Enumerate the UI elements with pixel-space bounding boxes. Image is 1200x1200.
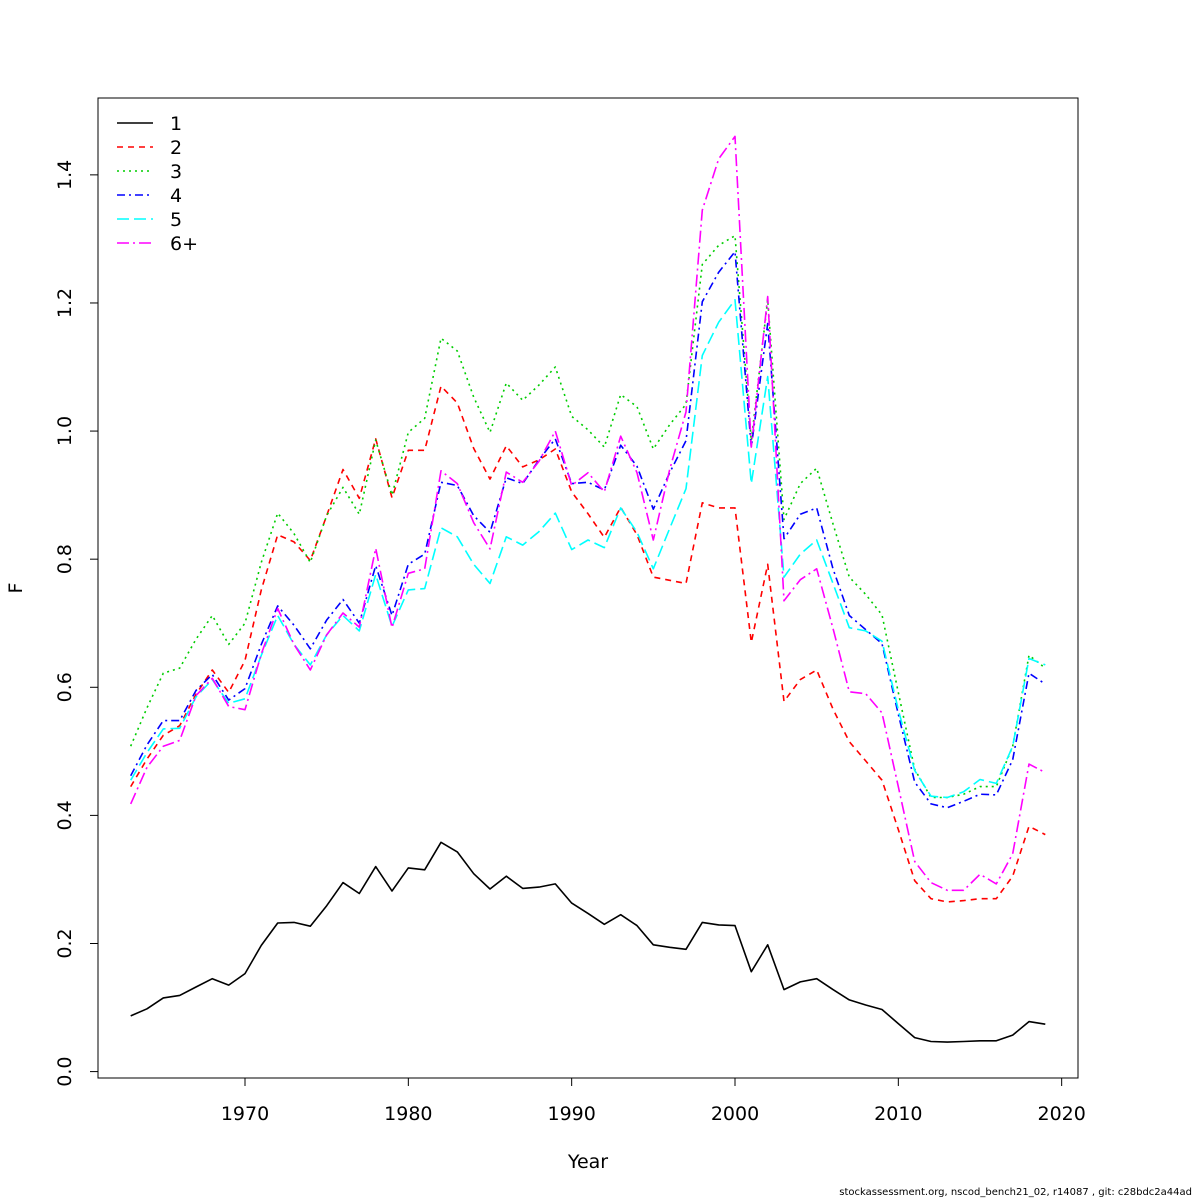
series-line-2 xyxy=(130,385,1046,903)
legend-label: 6+ xyxy=(170,233,198,255)
series-line-6plus xyxy=(129,135,1046,892)
x-tick-label: 1980 xyxy=(384,1103,432,1125)
y-tick-label: 1.0 xyxy=(54,416,76,446)
y-tick-label: 1.4 xyxy=(54,160,76,190)
y-tick-label: 0.0 xyxy=(54,1056,76,1086)
footer-credit: stockassessment.org, nscod_bench21_02, r… xyxy=(839,1187,1192,1198)
y-tick-label: 0.8 xyxy=(54,544,76,574)
legend-label: 1 xyxy=(170,113,182,135)
series-layer xyxy=(129,135,1046,1043)
series-line-1 xyxy=(130,841,1046,1043)
legend-label: 3 xyxy=(170,161,182,183)
x-tick-label: 1970 xyxy=(221,1103,269,1125)
plot-frame xyxy=(97,97,1079,1079)
axes: 1970 1980 1990 2000 2010 2020 0.0 0.2 0.4 0.6 0.8 1… xyxy=(54,160,1086,1125)
y-tick-label: 0.4 xyxy=(54,800,76,830)
series-line-3 xyxy=(129,234,1046,799)
legend-label: 4 xyxy=(170,185,182,207)
x-tick-label: 2010 xyxy=(874,1103,922,1125)
series-line-5 xyxy=(130,298,1046,799)
legend-label: 2 xyxy=(170,137,182,159)
series-line-4 xyxy=(129,250,1046,809)
legend-label: 5 xyxy=(170,209,182,231)
x-axis-label: Year xyxy=(567,1151,608,1173)
x-tick-label: 2020 xyxy=(1037,1103,1085,1125)
x-tick-label: 1990 xyxy=(547,1103,595,1125)
x-tick-label: 2000 xyxy=(711,1103,759,1125)
y-tick-label: 0.6 xyxy=(54,672,76,702)
y-tick-label: 0.2 xyxy=(54,928,76,958)
y-axis-label: F xyxy=(5,583,27,594)
y-tick-label: 1.2 xyxy=(54,288,76,318)
